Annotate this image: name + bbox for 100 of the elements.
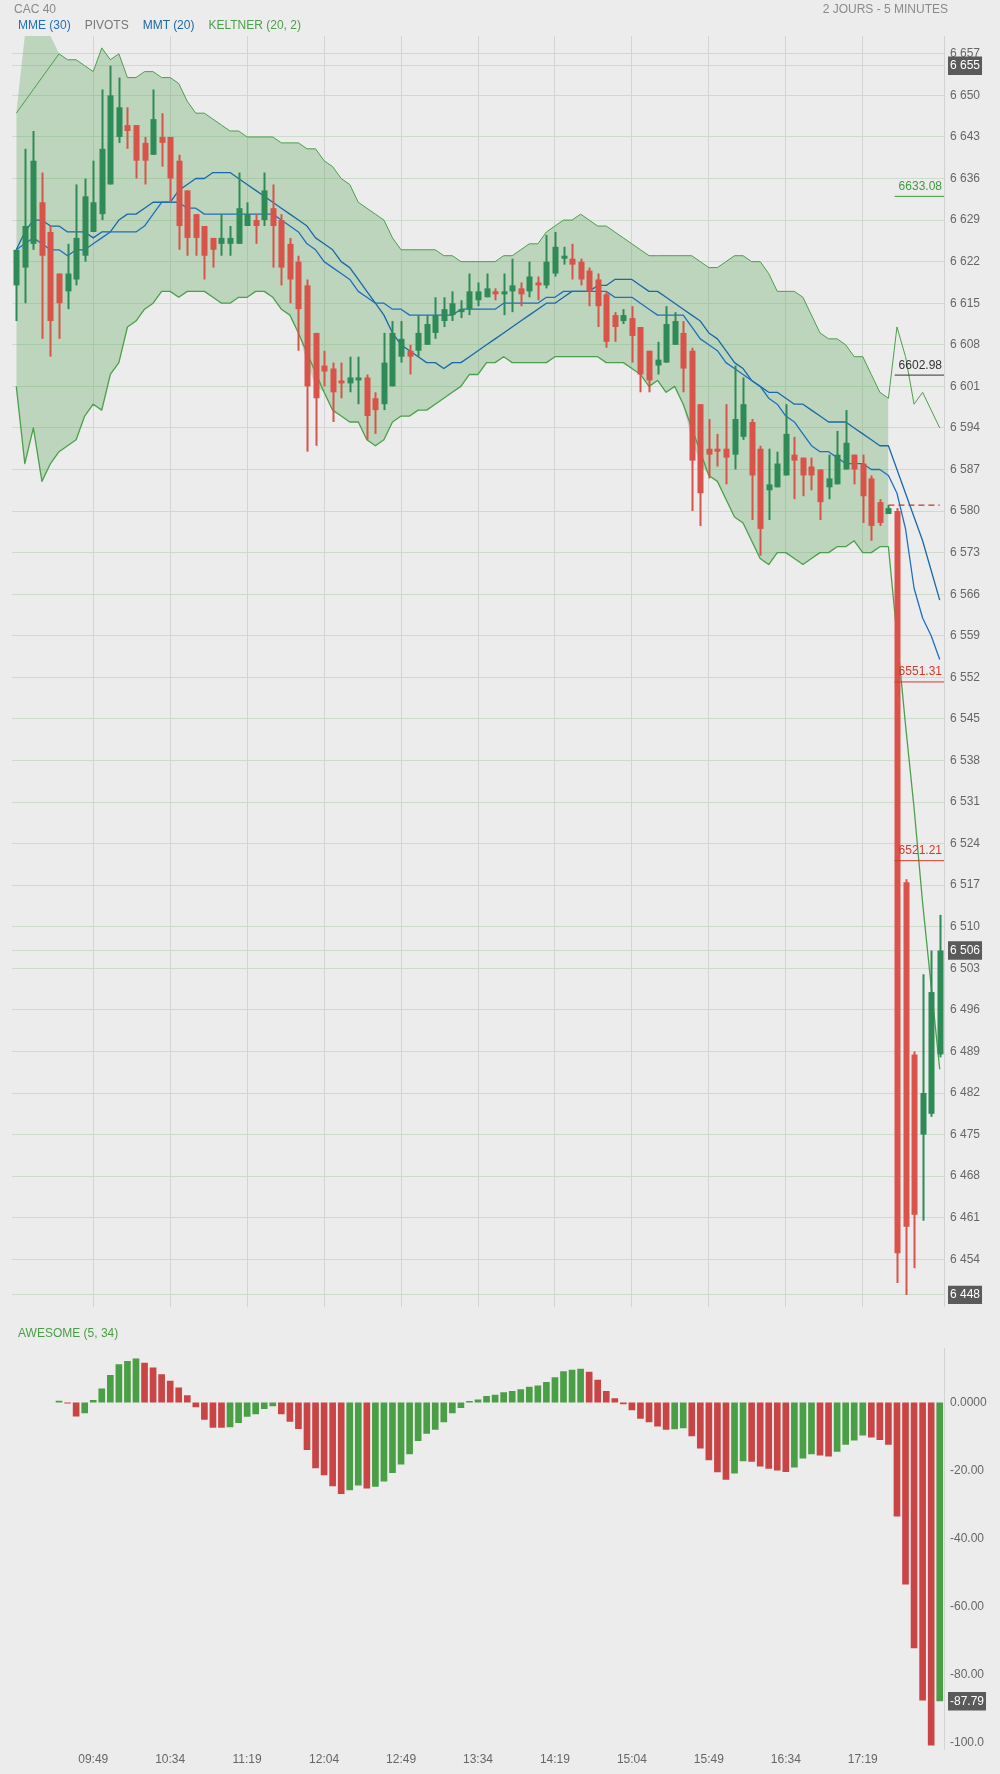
- y-tick-label: -40.00: [950, 1530, 985, 1545]
- bar: [842, 1402, 849, 1445]
- y-tick-label: 6 510: [950, 919, 981, 934]
- bar: [226, 1402, 234, 1428]
- bar: [927, 1402, 935, 1746]
- bar: [295, 1402, 302, 1429]
- bar: [748, 1402, 755, 1462]
- bar: [252, 1402, 260, 1415]
- bar: [397, 1402, 405, 1465]
- bar: [158, 1374, 165, 1403]
- x-tick-label: 09:49: [78, 1752, 109, 1767]
- bar: [885, 1402, 892, 1445]
- bar: [337, 1402, 345, 1495]
- y-tick-label: 6 489: [950, 1043, 981, 1058]
- bar: [372, 1402, 379, 1487]
- y-tick-label: 6 454: [950, 1251, 981, 1266]
- candlestick: [766, 448, 773, 520]
- text: MMT (20): [142, 18, 195, 32]
- bar: [107, 1374, 114, 1403]
- bar: [936, 1402, 944, 1702]
- y-tick-label: 6 517: [950, 877, 981, 892]
- bar: [389, 1402, 396, 1473]
- y-tick-label: -100.0: [950, 1735, 985, 1750]
- candlestick: [355, 356, 362, 405]
- bar: [414, 1402, 422, 1441]
- bar: [654, 1402, 661, 1427]
- series-label: AWESOME (5, 34): [18, 1326, 119, 1340]
- bar: [534, 1385, 542, 1403]
- bar: [286, 1402, 294, 1422]
- bar: [876, 1402, 884, 1440]
- y-tick-label: 6 545: [950, 711, 981, 726]
- bar: [278, 1402, 285, 1415]
- x-tick-label: 15:49: [693, 1752, 725, 1767]
- y-tick-label: 6 636: [950, 170, 981, 185]
- chart-subtitle: 2 JOURS - 5 MINUTES: [822, 2, 948, 16]
- y-tick-label: 6 552: [950, 669, 981, 684]
- y-tick-label: 0.0000: [950, 1394, 988, 1409]
- bar: [500, 1392, 507, 1403]
- bar: [688, 1402, 696, 1437]
- y-tick-label: 6 650: [950, 87, 981, 102]
- bar: [722, 1402, 730, 1480]
- bar: [902, 1402, 909, 1585]
- bar: [799, 1402, 807, 1459]
- bar: [201, 1402, 208, 1420]
- y-tick-label: 6 496: [950, 1002, 981, 1017]
- x-tick-label: 16:34: [770, 1752, 802, 1767]
- y-tick-label: 6 622: [950, 253, 981, 268]
- y-tick-label: 6 559: [950, 628, 981, 643]
- bar: [825, 1402, 832, 1457]
- y-tick-label: 6 538: [950, 752, 981, 767]
- bar: [346, 1402, 354, 1491]
- bar: [739, 1402, 747, 1462]
- bar: [731, 1402, 738, 1474]
- bar: [525, 1386, 533, 1403]
- y-tick-label: 6 601: [950, 378, 981, 393]
- ref-line-label: 6633.08: [898, 178, 943, 193]
- bar: [243, 1402, 251, 1417]
- y-tick-label: 6 615: [950, 295, 981, 310]
- bar: [714, 1402, 721, 1473]
- bar: [124, 1360, 131, 1403]
- x-tick-label: 10:34: [155, 1752, 186, 1767]
- y-tick-label: 6 524: [950, 835, 981, 850]
- chart-title: CAC 40: [14, 2, 57, 16]
- bar: [380, 1402, 388, 1482]
- y-tick-label: 6 608: [950, 337, 981, 352]
- bar: [628, 1402, 636, 1411]
- y-tick-label: 6 461: [950, 1210, 981, 1225]
- bar: [235, 1402, 242, 1423]
- y-tick-label: 6 506: [950, 942, 981, 957]
- y-tick-label: 6 643: [950, 129, 981, 144]
- bar: [808, 1402, 815, 1455]
- x-tick-label: 11:19: [232, 1752, 263, 1767]
- y-tick-label: 6 587: [950, 461, 981, 476]
- y-tick-label: 6 468: [950, 1168, 981, 1183]
- bar: [329, 1402, 336, 1487]
- text: MME (30): [18, 18, 71, 32]
- candlestick: [159, 113, 166, 167]
- y-tick-label: 6 503: [950, 960, 981, 975]
- bar: [560, 1371, 567, 1403]
- y-tick-label: 6 655: [950, 58, 981, 72]
- y-tick-label: -87.79: [950, 1693, 985, 1708]
- y-tick-label: -60.00: [950, 1598, 985, 1613]
- bar: [696, 1402, 704, 1449]
- x-tick-label: 15:04: [616, 1752, 648, 1767]
- bar: [791, 1402, 798, 1468]
- bar: [449, 1402, 456, 1414]
- bar: [919, 1402, 926, 1701]
- bar: [867, 1402, 875, 1438]
- bar: [833, 1402, 841, 1452]
- x-tick-label: 17:19: [847, 1752, 879, 1767]
- bar: [354, 1402, 362, 1486]
- y-tick-label: 6 629: [950, 212, 981, 227]
- x-tick-label: 14:19: [539, 1752, 571, 1767]
- y-tick-label: 6 573: [950, 544, 981, 559]
- bar: [423, 1402, 431, 1434]
- candlestick: [791, 436, 798, 500]
- bar: [115, 1364, 123, 1403]
- bar: [192, 1402, 200, 1408]
- bar: [183, 1395, 191, 1403]
- x-tick-label: 12:04: [309, 1752, 340, 1767]
